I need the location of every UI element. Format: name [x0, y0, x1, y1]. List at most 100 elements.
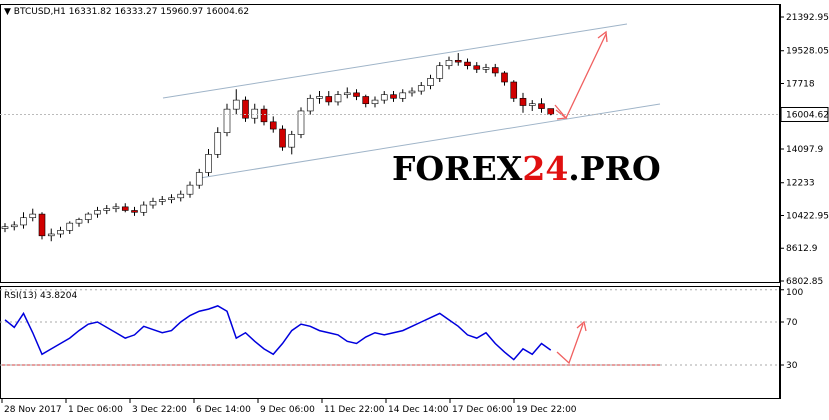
- x-tick-label: 11 Dec 22:00: [324, 405, 385, 415]
- arrowhead: [597, 30, 608, 43]
- candle-body: [112, 206, 120, 209]
- y-tick-label: 10422.95: [786, 211, 829, 221]
- candle-body: [390, 94, 397, 99]
- candle-body: [547, 108, 555, 115]
- x-tick-label: 28 Nov 2017: [4, 405, 62, 415]
- candle-body: [538, 103, 545, 109]
- x-tick-label: 6 Dec 14:00: [196, 405, 251, 415]
- open: 16331.82: [69, 7, 112, 17]
- price-frame: [0, 4, 780, 283]
- candle-body: [343, 92, 351, 95]
- candle-body: [528, 103, 536, 106]
- candle-body: [371, 99, 379, 105]
- candle-body: [288, 134, 296, 148]
- candle-body: [445, 59, 453, 67]
- rsi-frame: [0, 286, 780, 399]
- candle-body: [232, 99, 240, 110]
- candle-body: [38, 213, 46, 237]
- candle-body: [501, 72, 508, 83]
- candle-body: [325, 96, 333, 103]
- candle-body: [519, 97, 527, 106]
- candle-body: [10, 224, 18, 228]
- x-tick-label: 14 Dec 14:00: [388, 405, 449, 415]
- candle-body: [316, 96, 323, 99]
- candle-body: [140, 204, 148, 213]
- candle-body: [103, 208, 111, 211]
- candle-body: [306, 97, 314, 112]
- candle-body: [75, 219, 83, 224]
- rsi-header: RSI(13) 43.8204: [4, 291, 77, 301]
- candle-body: [482, 67, 490, 70]
- y-tick-label: 17718: [786, 79, 815, 89]
- candle-body: [334, 94, 342, 103]
- y-tick-label: 6802.85: [786, 277, 823, 287]
- candle-body: [260, 108, 268, 123]
- candle-body: [417, 85, 425, 92]
- x-tick-label: 19 Dec 22:00: [516, 405, 577, 415]
- candle-body: [66, 222, 74, 231]
- x-tick-label: 3 Dec 22:00: [132, 405, 187, 415]
- arrowhead: [555, 109, 568, 120]
- rsi-value: 43.8204: [40, 291, 77, 301]
- candle-body: [131, 210, 138, 213]
- rsi-line: [4, 305, 552, 361]
- rsi-tick-label: 100: [786, 288, 803, 298]
- candle-body: [47, 233, 55, 237]
- candle-body: [399, 92, 407, 99]
- y-tick-label: 12233: [786, 179, 815, 189]
- price-label-box: [780, 106, 829, 122]
- arrow: [556, 323, 584, 365]
- candle-body: [362, 96, 370, 105]
- candle-body: [195, 172, 203, 186]
- x-tick-label: 1 Dec 06:00: [68, 405, 123, 415]
- x-tick-label: 17 Dec 06:00: [452, 405, 513, 415]
- candle-body: [168, 197, 175, 200]
- candle-body: [436, 65, 444, 79]
- low: 15960.97: [160, 7, 203, 17]
- candle-body: [177, 193, 185, 199]
- candle-body: [223, 108, 231, 133]
- watermark: FOREX24.PRO: [392, 149, 661, 188]
- candle-body: [20, 217, 27, 226]
- symbol: BTCUSD,H1: [14, 7, 66, 17]
- rsi-tick-label: 70: [786, 318, 798, 328]
- rsi-title: RSI(13): [4, 291, 37, 301]
- candle-body: [279, 128, 286, 148]
- candle-body: [121, 206, 129, 211]
- candle-body: [57, 230, 64, 235]
- x-tick-label: 9 Dec 06:00: [260, 405, 315, 415]
- channel-upper: [162, 23, 628, 99]
- candle-body: [186, 184, 194, 195]
- candle-body: [353, 92, 360, 97]
- candle-body: [473, 65, 481, 70]
- candle-body: [427, 78, 434, 86]
- candle-body: [464, 61, 471, 67]
- channel-lower: [199, 103, 661, 179]
- candle-body: [149, 201, 157, 206]
- y-tick-label: 19528.05: [786, 47, 829, 57]
- y-tick-label: 8612.9: [786, 244, 818, 254]
- candle-body: [205, 154, 212, 173]
- candle-body: [251, 108, 259, 119]
- candle-body: [1, 226, 9, 229]
- candle-body: [380, 94, 388, 101]
- forecast-arrows: [554, 30, 608, 365]
- arrowhead: [576, 320, 587, 332]
- candle-body: [408, 90, 416, 94]
- candle-body: [297, 110, 305, 135]
- high: 16333.27: [115, 7, 158, 17]
- close: 16004.62: [206, 7, 249, 17]
- candle-body: [29, 213, 37, 219]
- candle-body: [84, 213, 92, 220]
- rsi-tick-label: 30: [786, 361, 798, 371]
- candle-body: [94, 210, 101, 215]
- candle-body: [491, 67, 499, 74]
- price-label: 16004.62: [786, 110, 829, 120]
- candle-body: [158, 199, 166, 202]
- candle-body: [269, 121, 277, 130]
- header: ▼ BTCUSD,H1 16331.82 16333.27 15960.97 1…: [4, 7, 249, 17]
- y-tick-label: 14097.9: [786, 145, 823, 155]
